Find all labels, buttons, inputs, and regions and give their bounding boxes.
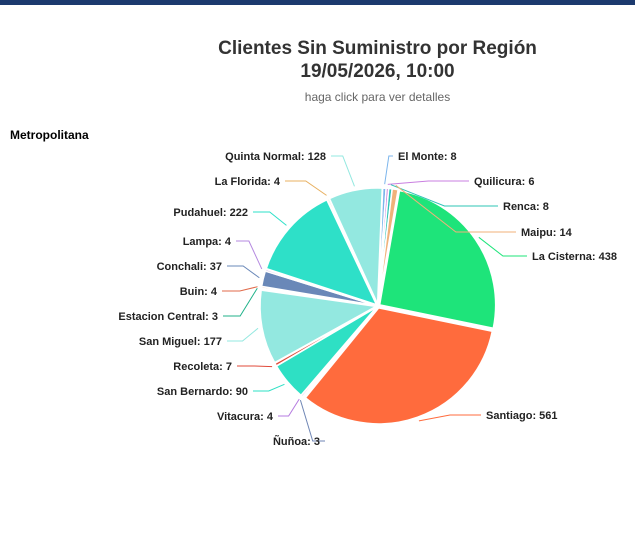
pie-slice-pudahuel[interactable]	[265, 198, 378, 306]
data-label-santiago[interactable]: Santiago: 561	[486, 410, 558, 422]
data-label-maipu[interactable]: Maipu: 14	[521, 227, 573, 239]
data-label-san-bernardo[interactable]: San Bernardo: 90	[157, 386, 248, 398]
connector-buin	[222, 286, 258, 292]
data-label-quilicura[interactable]: Quilicura: 6	[474, 176, 535, 188]
data-label-estacion-central[interactable]: Estacion Central: 3	[118, 311, 218, 323]
chart-title-line2: 19/05/2026, 10:00	[300, 61, 455, 82]
connector-estacion-central	[223, 287, 258, 317]
data-label-lampa[interactable]: Lampa: 4	[183, 236, 232, 248]
connector-conchali	[227, 265, 260, 279]
top-bar	[0, 0, 635, 5]
data-label-san-miguel[interactable]: San Miguel: 177	[139, 336, 222, 348]
data-label-recoleta[interactable]: Recoleta: 7	[173, 361, 232, 373]
connector-pudahuel	[253, 211, 287, 226]
pie-slice-lampa[interactable]	[264, 268, 377, 307]
connector-la-florida	[285, 180, 327, 196]
pie-slice-quinta-normal[interactable]	[328, 187, 384, 305]
connector-santiago	[418, 414, 481, 422]
chart-title-line1: Clientes Sin Suministro por Región	[218, 38, 537, 59]
connector-lampa	[236, 240, 263, 270]
chart-title: Clientes Sin Suministro por Región 19/05…	[100, 37, 635, 83]
region-label: Metropolitana	[10, 128, 89, 142]
connector-renca	[390, 184, 498, 207]
pie-slice-santiago[interactable]	[304, 307, 494, 425]
connector-recoleta	[237, 365, 273, 368]
pie-slice-la-cisterna[interactable]	[378, 189, 497, 330]
chart-subtitle: haga click para ver detalles	[304, 90, 451, 104]
connector-el-monte	[384, 155, 393, 185]
data-label-pudahuel[interactable]: Pudahuel: 222	[173, 207, 248, 219]
data-label-conchali[interactable]: Conchali: 37	[157, 261, 222, 273]
connector-quilicura	[387, 180, 469, 185]
connector-maipu	[395, 184, 516, 233]
data-label-buin[interactable]: Buin: 4	[180, 286, 218, 298]
connector-la-cisterna	[478, 236, 527, 257]
data-label-vitacura[interactable]: Vitacura: 4	[217, 411, 274, 423]
data-label-quinta-normal[interactable]: Quinta Normal: 128	[225, 151, 326, 163]
data-label-la-cisterna[interactable]: La Cisterna: 438	[532, 251, 617, 263]
data-label-renca[interactable]: Renca: 8	[503, 201, 549, 213]
pie-slice-san-miguel[interactable]	[259, 289, 379, 364]
connector-quinta-normal	[331, 155, 355, 187]
connector-nunoa	[299, 400, 325, 442]
pie-slice-maipu[interactable]	[377, 188, 399, 305]
connector-vitacura	[278, 398, 300, 417]
connector-san-bernardo	[253, 383, 285, 392]
data-label-la-florida[interactable]: La Florida: 4	[215, 176, 281, 188]
data-label-nunoa[interactable]: Ñuñoa: 3	[273, 435, 320, 448]
connector-san-miguel	[227, 327, 259, 342]
data-label-el-monte[interactable]: El Monte: 8	[398, 151, 457, 163]
